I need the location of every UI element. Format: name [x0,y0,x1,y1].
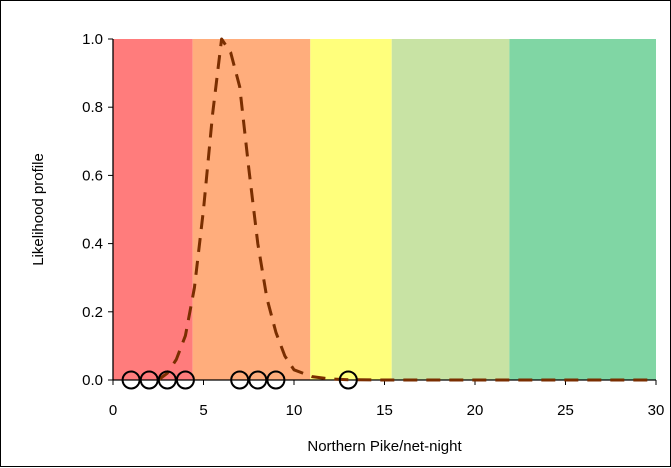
observation-point [139,370,159,390]
x-tick-label: 0 [109,402,117,419]
observation-point [266,370,286,390]
observation-point [175,370,195,390]
x-axis-title: Northern Pike/net-night [307,438,462,455]
classification-bands [113,39,656,380]
band-0 [113,39,193,380]
x-tick-label: 20 [467,402,484,419]
x-tick-label: 5 [199,402,207,419]
y-tick-label: 0.4 [82,236,103,253]
y-tick-label: 1.0 [82,31,103,48]
x-tick-label: 30 [648,402,665,419]
observation-point [338,370,358,390]
observation-points [121,370,358,390]
observation-point [157,370,177,390]
y-tick-label: 0.2 [82,304,103,321]
band-3 [391,39,510,380]
band-2 [310,39,392,380]
band-1 [192,39,311,380]
y-axis-title: Likelihood profile [30,153,47,266]
likelihood-profile-line-0 [157,37,656,382]
y-tick-label: 0.6 [82,167,103,184]
y-tick-label: 0.8 [82,99,103,116]
observation-point [248,370,268,390]
x-tick-label: 10 [286,402,303,419]
observation-point [230,370,250,390]
observation-point [121,370,141,390]
series-layer [157,37,656,382]
band-4 [509,39,656,380]
x-tick-label: 15 [376,402,393,419]
y-ticks: 0.0 0.2 0.4 0.6 0.8 1.0 [82,31,113,389]
y-tick-label: 0.0 [82,372,103,389]
x-tick-label: 25 [557,402,574,419]
x-ticks: 0 5 10 15 20 25 30 [109,380,665,419]
